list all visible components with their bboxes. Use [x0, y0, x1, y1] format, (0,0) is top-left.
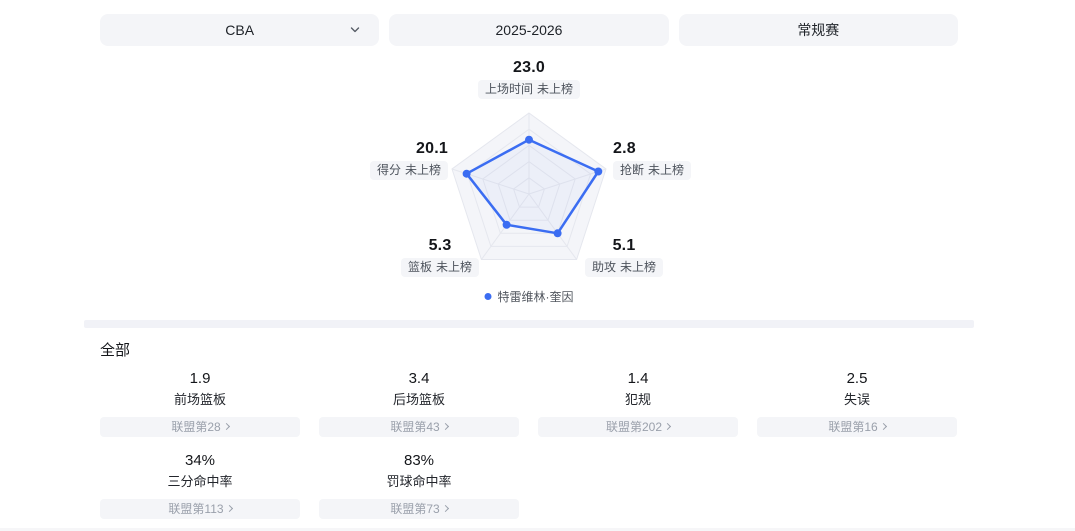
- rank-text: 联盟第73: [390, 502, 440, 516]
- section-title-all: 全部: [100, 342, 131, 359]
- stat-value: 2.5: [846, 370, 868, 387]
- radar-axis-rank: 未上榜: [648, 163, 685, 177]
- league-rank-button[interactable]: 联盟第43: [319, 417, 519, 437]
- rank-text: 联盟第28: [171, 420, 221, 434]
- radar-axis-name: 抢断: [620, 163, 645, 177]
- league-rank-button[interactable]: 联盟第73: [319, 499, 519, 519]
- radar-axis-points: 20.1 得分 未上榜: [369, 139, 448, 180]
- chevron-right-icon: [225, 504, 233, 513]
- stat-label: 罚球命中率: [386, 474, 452, 489]
- league-rank-button[interactable]: 联盟第16: [757, 417, 957, 437]
- stat-label: 前场篮板: [173, 392, 226, 407]
- stat-value: 83%: [403, 452, 435, 469]
- stat-value: 1.4: [627, 370, 649, 387]
- radar-axis-tag: 抢断 未上榜: [613, 161, 692, 180]
- stat-label: 失误: [843, 392, 870, 407]
- stat-card-three-point-pct: 34% 三分命中率 联盟第113: [100, 451, 300, 519]
- stat-card-fouls: 1.4 犯规 联盟第202: [538, 369, 738, 437]
- legend-player-name: 特雷维林·奎因: [497, 290, 574, 304]
- stat-value: 34%: [184, 452, 216, 469]
- radar-axis-value: 2.8: [613, 140, 636, 157]
- stat-card-defensive-rebounds: 3.4 后场篮板 联盟第43: [319, 369, 519, 437]
- radar-axis-rebounds: 5.3 篮板 未上榜: [400, 236, 480, 277]
- radar-axis-name: 助攻: [591, 260, 616, 274]
- radar-axis-value: 5.3: [428, 237, 452, 254]
- league-rank-button[interactable]: 联盟第28: [100, 417, 300, 437]
- stat-label: 后场篮板: [392, 392, 445, 407]
- radar-axis-tag: 助攻 未上榜: [584, 258, 664, 277]
- radar-chart: [451, 112, 607, 260]
- stats-grid: 1.9 前场篮板 联盟第28 3.4 后场篮板 联盟第43 1.4 犯规 联盟第…: [100, 369, 957, 519]
- radar-axis-value: 5.1: [612, 237, 636, 254]
- rank-text: 联盟第113: [168, 502, 224, 516]
- legend-dot-icon: [484, 293, 492, 300]
- radar-axis-value: 20.1: [416, 140, 448, 157]
- radar-axis-tag: 篮板 未上榜: [400, 258, 480, 277]
- rank-text: 联盟第202: [605, 420, 663, 434]
- stat-label: 三分命中率: [167, 474, 233, 489]
- league-rank-button[interactable]: 联盟第202: [538, 417, 738, 437]
- legend-item[interactable]: 特雷维林·奎因: [484, 288, 574, 305]
- stat-value: 1.9: [189, 370, 211, 387]
- stat-card-free-throw-pct: 83% 罚球命中率 联盟第73: [319, 451, 519, 519]
- radar-axis-tag: 得分 未上榜: [369, 161, 448, 180]
- chevron-right-icon: [663, 422, 672, 431]
- stat-card-offensive-rebounds: 1.9 前场篮板 联盟第28: [100, 369, 300, 437]
- league-rank-button[interactable]: 联盟第113: [100, 499, 300, 519]
- chevron-right-icon: [879, 422, 887, 431]
- filter-bar: CBA 2025-2026 常规赛: [100, 14, 958, 46]
- radar-axis-rank: 未上榜: [436, 260, 473, 274]
- radar-axis-assists: 5.1 助攻 未上榜: [584, 236, 664, 277]
- season-filter-button[interactable]: 2025-2026: [389, 14, 669, 46]
- radar-axis-rank: 未上榜: [404, 163, 441, 177]
- stage-filter-button[interactable]: 常规赛: [678, 14, 958, 46]
- section-divider: [84, 320, 974, 328]
- radar-axis-rank: 未上榜: [620, 260, 657, 274]
- chevron-right-icon: [441, 504, 449, 513]
- radar-axis-rank: 未上榜: [537, 82, 574, 96]
- radar-axis-name: 篮板: [407, 260, 432, 274]
- radar-axis-name: 得分: [376, 163, 401, 177]
- chevron-down-icon: [351, 27, 360, 33]
- radar-chart-section: 23.0 上场时间 未上榜 2.8 抢断 未上榜 5.1 助攻 未上榜 5.3 篮板未…: [369, 58, 692, 305]
- radar-axis-minutes: 23.0 上场时间 未上榜: [477, 58, 581, 99]
- stat-label: 犯规: [624, 392, 651, 407]
- bottom-divider: [0, 528, 1075, 531]
- chevron-right-icon: [441, 422, 449, 431]
- league-filter-label: CBA: [225, 22, 255, 38]
- radar-axis-steals: 2.8 抢断 未上榜: [613, 139, 692, 180]
- league-filter-button[interactable]: CBA: [100, 14, 380, 46]
- radar-axis-value: 23.0: [513, 59, 545, 76]
- season-filter-label: 2025-2026: [495, 22, 563, 38]
- chevron-right-icon: [222, 422, 230, 431]
- radar-axis-name: 上场时间: [484, 82, 533, 96]
- stage-filter-label: 常规赛: [797, 22, 840, 38]
- stat-card-turnovers: 2.5 失误 联盟第16: [757, 369, 957, 437]
- radar-axis-tag: 上场时间 未上榜: [477, 80, 581, 99]
- rank-text: 联盟第16: [828, 420, 878, 434]
- rank-text: 联盟第43: [390, 420, 440, 434]
- stat-value: 3.4: [408, 370, 430, 387]
